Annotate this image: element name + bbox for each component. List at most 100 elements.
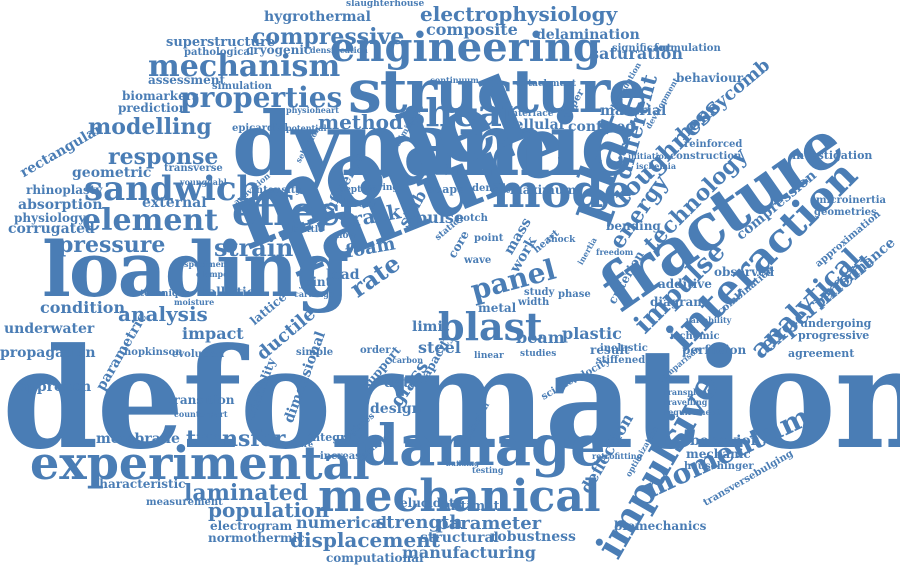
cloud-word: significant <box>612 43 672 54</box>
cloud-word: perfusion <box>682 343 747 357</box>
cloud-word: point <box>474 233 504 244</box>
cloud-word: approach <box>18 379 92 395</box>
cloud-word: literature <box>270 439 314 449</box>
cloud-word: confined <box>568 119 636 135</box>
cloud-word: honeycomb <box>672 54 775 145</box>
cloud-word: dynamic <box>232 92 634 196</box>
cloud-word: flow <box>336 231 357 241</box>
cloud-word: cryogenic <box>246 43 312 57</box>
cloud-word: material <box>600 103 667 119</box>
cloud-word: width <box>518 297 550 308</box>
cloud-word: robustness <box>490 529 576 545</box>
cloud-word: cartilage <box>294 289 334 299</box>
cloud-word: pulse <box>416 208 465 227</box>
cloud-word: modelling <box>88 114 212 140</box>
cloud-word: strength <box>376 512 463 533</box>
cloud-word: building <box>446 459 479 468</box>
cloud-word: computational <box>326 551 424 565</box>
cloud-word: method <box>318 110 403 134</box>
cloud-word: underwater <box>4 321 95 337</box>
cloud-word: integrity <box>308 431 362 444</box>
cloud-word: mechanic <box>686 447 751 461</box>
cloud-word: condition <box>40 298 126 317</box>
cloud-word: reinforced <box>684 139 743 150</box>
cloud-word: order <box>360 345 391 356</box>
cloud-word: intensity <box>252 185 302 196</box>
cloud-word: transplant <box>664 387 711 397</box>
cloud-word: shape <box>428 183 465 196</box>
cloud-word: compressive <box>252 24 405 50</box>
cloud-word: electrophysiology <box>420 2 618 26</box>
cloud-word: engineering <box>330 24 601 71</box>
cloud-word: detachment <box>516 79 576 89</box>
cloud-word: characteristic <box>92 477 186 491</box>
cloud-word: data <box>384 375 419 391</box>
cloud-word: normothermic <box>208 531 305 545</box>
cloud-word: limit <box>412 319 450 335</box>
cloud-word: behavior <box>690 433 759 449</box>
cloud-word: membrane <box>96 431 180 447</box>
cloud-word: notch <box>456 213 488 224</box>
cloud-word: result <box>590 343 630 357</box>
cloud-word: youngdahl <box>180 177 227 187</box>
cloud-word: metal <box>478 301 517 315</box>
cloud-word: response <box>108 144 219 170</box>
cloud-word: brittle <box>292 225 324 235</box>
cloud-word: continuum <box>430 75 479 85</box>
cloud-word: potential <box>286 123 327 133</box>
cloud-word: ischemia <box>636 161 677 171</box>
cloud-word: mode <box>492 164 633 218</box>
cloud-word: interface <box>508 109 554 119</box>
cloud-word: wave <box>464 255 492 266</box>
cloud-word: septum <box>340 185 378 195</box>
cloud-word: observed <box>714 265 775 279</box>
cloud-word: phase <box>558 289 591 300</box>
cloud-word: simple <box>296 347 334 358</box>
cloud-word: transverse <box>164 163 223 174</box>
cloud-word: analysis <box>118 302 208 326</box>
cloud-word: numerical <box>296 513 388 532</box>
cloud-word: carbon <box>392 355 424 365</box>
cloud-word: displacement <box>290 528 440 552</box>
cloud-word: properties <box>180 81 343 114</box>
cloud-word: hauschinger <box>684 461 754 472</box>
cloud-word: biomechanics <box>614 519 707 533</box>
cloud-word: deformation <box>2 317 900 480</box>
cloud-word: ultimate <box>446 499 508 514</box>
cloud-word: variability <box>686 315 732 325</box>
cloud-word: mechanical <box>318 471 601 522</box>
cloud-word: testing <box>472 465 504 475</box>
cloud-word: shear <box>404 90 522 135</box>
cloud-word: structure <box>348 57 646 127</box>
cloud-word: damage <box>360 413 606 479</box>
cloud-word: formulation <box>654 43 721 54</box>
cloud-word: structural <box>420 530 499 546</box>
cloud-word: steel <box>418 338 461 357</box>
cloud-word: slaughterhouse <box>346 0 425 9</box>
cloud-word: transfer <box>186 426 286 452</box>
cloud-word: hygrothermal <box>264 9 371 25</box>
cloud-word: progressive <box>798 329 870 342</box>
cloud-word: plastic <box>562 324 622 343</box>
cloud-word: shock <box>546 235 576 245</box>
cloud-word: density <box>472 183 513 194</box>
cloud-word: parameter <box>436 513 542 534</box>
cloud-word: absorption <box>18 197 103 213</box>
cloud-word: delamination <box>536 27 640 43</box>
cloud-word: theory <box>340 199 377 210</box>
cloud-word: increase <box>320 451 368 462</box>
cloud-word: pathological <box>184 47 254 58</box>
cloud-word: impact <box>182 324 244 343</box>
cloud-word: requirement <box>664 407 721 417</box>
cloud-word: pressure <box>58 232 166 258</box>
cloud-word: clamped <box>196 269 234 279</box>
cloud-word: behaviour <box>676 71 744 85</box>
cloud-word: assessment <box>148 73 226 87</box>
cloud-word: travelling <box>664 397 708 407</box>
cloud-word: technique <box>140 289 191 299</box>
cloud-word: sandwich <box>84 169 262 209</box>
cloud-word: stiffened <box>596 355 646 366</box>
cloud-word: biomarkers <box>122 89 199 103</box>
cloud-word: additive <box>658 277 712 291</box>
cloud-word: joint <box>300 275 332 289</box>
